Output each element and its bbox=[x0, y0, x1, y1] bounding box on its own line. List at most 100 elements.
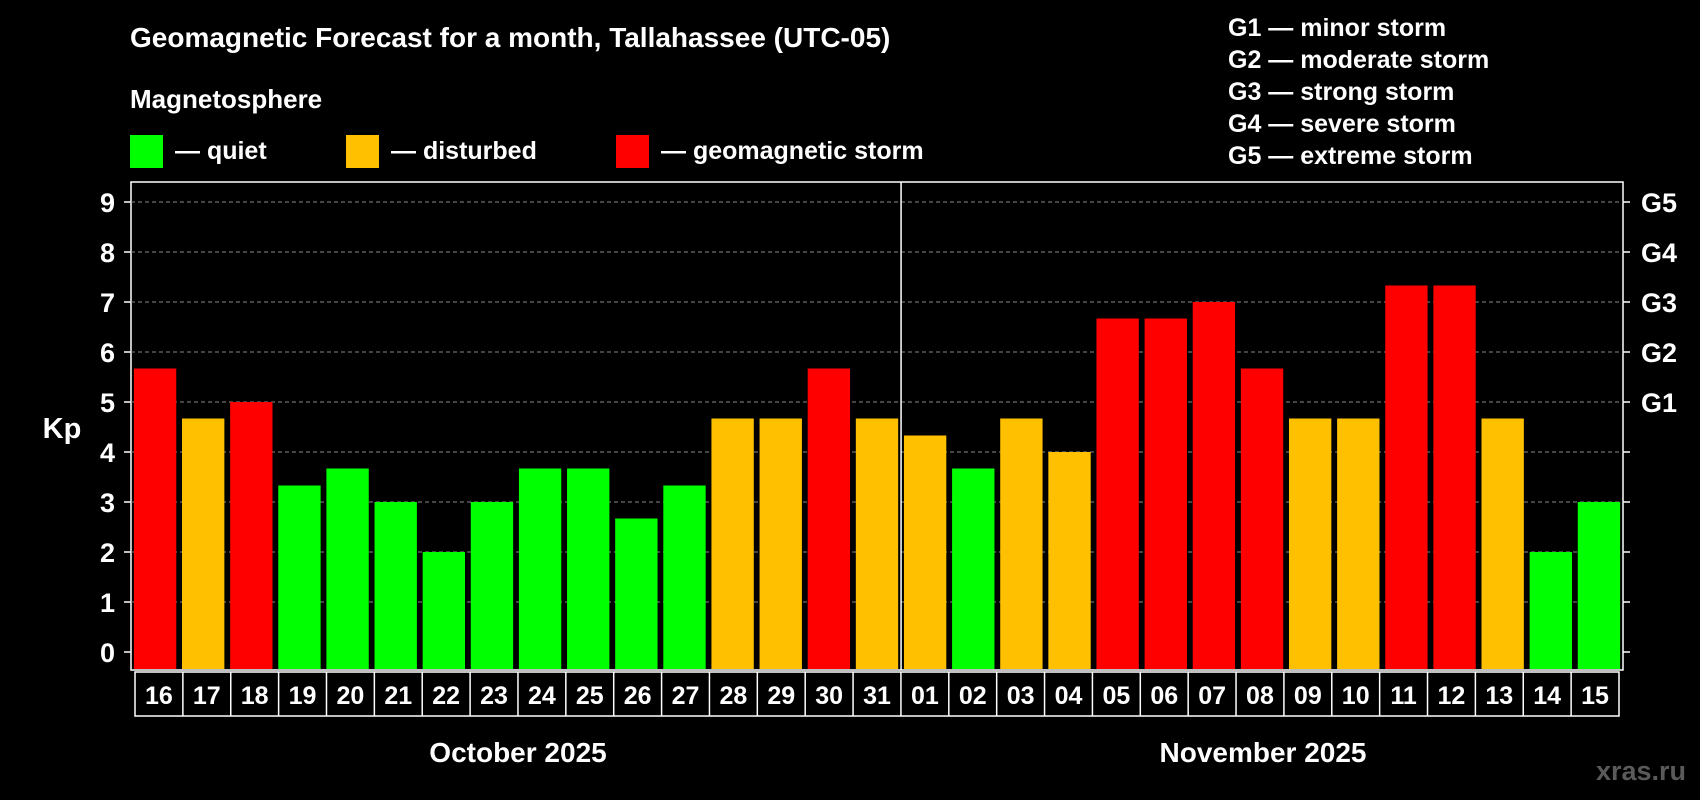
day-label: 20 bbox=[337, 682, 365, 710]
bar-11 bbox=[1385, 285, 1428, 669]
right-axis-label-g1: G1 bbox=[1641, 388, 1677, 418]
y-tick-label: 7 bbox=[100, 288, 115, 318]
legend-quiet-label: — quiet bbox=[175, 136, 267, 165]
storm-level-g4: G4 — severe storm bbox=[1228, 110, 1456, 138]
y-tick-label: 5 bbox=[100, 388, 115, 418]
bar-13 bbox=[1481, 418, 1524, 669]
bar-09 bbox=[1288, 418, 1332, 669]
y-tick-label: 2 bbox=[100, 538, 115, 568]
watermark: xras.ru bbox=[1595, 756, 1686, 786]
day-label: 09 bbox=[1294, 682, 1322, 710]
day-label-frame bbox=[134, 671, 1620, 717]
legend-quiet-swatch bbox=[130, 134, 163, 168]
day-label: 17 bbox=[193, 682, 221, 710]
right-axis-label-g4: G4 bbox=[1641, 238, 1677, 268]
day-label: 14 bbox=[1533, 682, 1561, 710]
bar-30 bbox=[807, 368, 851, 669]
y-tick-label: 9 bbox=[100, 188, 115, 218]
day-label: 22 bbox=[432, 682, 460, 710]
storm-level-g1: G1 — minor storm bbox=[1228, 14, 1447, 42]
bar-23 bbox=[470, 502, 514, 669]
day-label: 29 bbox=[767, 682, 795, 710]
bar-27 bbox=[663, 485, 706, 669]
bar-16 bbox=[133, 368, 177, 669]
storm-level-legend: G1 — minor storm G2 — moderate storm G3 … bbox=[1228, 12, 1489, 172]
day-label: 31 bbox=[863, 682, 891, 710]
day-label: 08 bbox=[1246, 682, 1274, 710]
legend-storm: — geomagnetic storm bbox=[616, 134, 924, 168]
bar-28 bbox=[711, 418, 754, 669]
day-label: 06 bbox=[1150, 682, 1178, 710]
bar-06 bbox=[1144, 318, 1187, 669]
day-label: 16 bbox=[145, 682, 173, 710]
day-label: 02 bbox=[959, 682, 987, 710]
day-label: 23 bbox=[480, 682, 508, 710]
right-axis-label-g3: G3 bbox=[1641, 288, 1677, 318]
bar-21 bbox=[374, 502, 417, 669]
day-label: 07 bbox=[1198, 682, 1226, 710]
bar-25 bbox=[567, 468, 610, 669]
legend-storm-swatch bbox=[616, 134, 649, 168]
day-label: 04 bbox=[1055, 682, 1083, 710]
day-label: 26 bbox=[624, 682, 652, 710]
bar-19 bbox=[278, 485, 321, 669]
legend-quiet: — quiet bbox=[130, 134, 267, 168]
right-axis-label-g2: G2 bbox=[1641, 338, 1677, 368]
bar-15 bbox=[1577, 502, 1621, 669]
bar-29 bbox=[759, 418, 802, 669]
y-tick-label: 6 bbox=[100, 338, 115, 368]
day-label: 03 bbox=[1007, 682, 1035, 710]
bar-14 bbox=[1529, 552, 1572, 669]
legend-storm-label: — geomagnetic storm bbox=[661, 136, 924, 165]
storm-level-g3: G3 — strong storm bbox=[1228, 78, 1455, 106]
bar-03 bbox=[1000, 418, 1043, 669]
day-label: 21 bbox=[384, 682, 412, 710]
bar-26 bbox=[615, 518, 658, 669]
legend-disturbed-swatch bbox=[346, 134, 379, 168]
bar-20 bbox=[326, 468, 369, 669]
bar-31 bbox=[855, 418, 899, 669]
legend-disturbed: — disturbed bbox=[346, 134, 537, 168]
bar-12 bbox=[1433, 285, 1476, 669]
day-label: 05 bbox=[1102, 682, 1130, 710]
bar-08 bbox=[1240, 368, 1284, 669]
legend-disturbed-label: — disturbed bbox=[391, 136, 537, 165]
day-label: 01 bbox=[911, 682, 939, 710]
storm-level-g2: G2 — moderate storm bbox=[1228, 46, 1490, 74]
y-tick-label: 0 bbox=[100, 638, 115, 668]
storm-level-g5: G5 — extreme storm bbox=[1228, 142, 1473, 170]
y-tick-label: 4 bbox=[100, 438, 115, 468]
y-tick-label: 1 bbox=[100, 588, 115, 618]
day-label: 11 bbox=[1390, 682, 1417, 710]
y-axis-label: Kp bbox=[43, 413, 82, 445]
day-label: 25 bbox=[576, 682, 604, 710]
day-label: 27 bbox=[672, 682, 700, 710]
bar-01 bbox=[903, 435, 947, 669]
day-label: 28 bbox=[719, 682, 747, 710]
bar-05 bbox=[1096, 318, 1139, 669]
bar-02 bbox=[952, 468, 995, 669]
day-label: 24 bbox=[528, 682, 556, 710]
month-label-november: November 2025 bbox=[1159, 737, 1367, 768]
plot-frame bbox=[130, 181, 1624, 671]
chart-title: Geomagnetic Forecast for a month, Tallah… bbox=[130, 22, 891, 53]
day-label: 19 bbox=[289, 682, 317, 710]
bar-17 bbox=[182, 418, 225, 669]
right-axis-label-g5: G5 bbox=[1641, 188, 1677, 218]
day-label: 13 bbox=[1485, 682, 1513, 710]
bar-07 bbox=[1192, 302, 1236, 669]
day-label: 18 bbox=[241, 682, 269, 710]
day-label: 10 bbox=[1342, 682, 1370, 710]
y-tick-label: 8 bbox=[100, 238, 115, 268]
bar-18 bbox=[230, 402, 273, 669]
bar-22 bbox=[422, 552, 466, 669]
day-label: 15 bbox=[1581, 682, 1609, 710]
bar-10 bbox=[1337, 418, 1380, 669]
y-tick-label: 3 bbox=[100, 488, 115, 518]
legend-subtitle: Magnetosphere bbox=[130, 84, 323, 114]
bar-24 bbox=[518, 468, 562, 669]
month-label-october: October 2025 bbox=[429, 737, 607, 768]
bar-04 bbox=[1048, 452, 1091, 669]
day-label: 30 bbox=[815, 682, 843, 710]
